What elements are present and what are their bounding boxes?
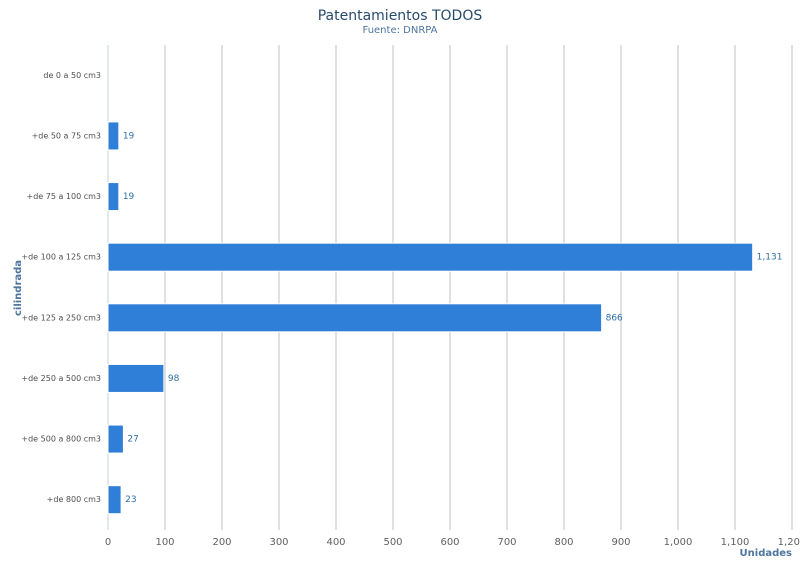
x-tick-label: 500: [383, 537, 402, 548]
x-tick-label: 900: [611, 537, 630, 548]
data-label: 27: [127, 435, 138, 445]
bar: [107, 121, 120, 151]
bar: [107, 485, 122, 515]
bar: [107, 303, 603, 333]
bar: [107, 182, 120, 212]
data-label: 1,131: [757, 253, 783, 263]
x-tick-label: 800: [554, 537, 573, 548]
bar: [107, 242, 754, 272]
y-tick-label: +de 75 a 100 cm3: [26, 192, 101, 201]
bar: [107, 363, 165, 393]
y-tick-label: +de 250 a 500 cm3: [21, 374, 101, 383]
x-tick-label: 0: [105, 537, 111, 548]
y-tick-label: +de 125 a 250 cm3: [21, 313, 101, 322]
y-tick-label: +de 100 a 125 cm3: [21, 253, 101, 262]
x-tick-label: 600: [440, 537, 459, 548]
x-tick-label: 300: [269, 537, 288, 548]
data-label: 866: [606, 313, 623, 323]
x-tick-label: 100: [155, 537, 174, 548]
data-label: 23: [125, 495, 136, 505]
x-tick-label: 700: [497, 537, 516, 548]
y-tick-label: de 0 a 50 cm3: [43, 71, 101, 80]
y-tick-label: +de 50 a 75 cm3: [32, 131, 101, 140]
x-tick-label: 1,000: [664, 537, 693, 548]
chart-title: Patentamientos TODOS: [318, 8, 483, 24]
data-label: 19: [123, 131, 135, 141]
chart-subtitle: Fuente: DNRPA: [362, 25, 437, 36]
x-tick-label: 200: [212, 537, 231, 548]
x-tick-label: 400: [326, 537, 345, 548]
data-label: 19: [123, 192, 135, 202]
bar: [107, 424, 124, 454]
x-tick-label: 1,100: [721, 537, 750, 548]
y-tick-label: +de 800 cm3: [47, 495, 101, 504]
data-label: 98: [168, 374, 180, 384]
x-axis-title: Unidades: [740, 548, 793, 559]
y-tick-label: +de 500 a 800 cm3: [21, 435, 101, 444]
x-tick-label: 1,200: [778, 537, 800, 548]
y-axis-title: cilindrada: [13, 260, 24, 316]
